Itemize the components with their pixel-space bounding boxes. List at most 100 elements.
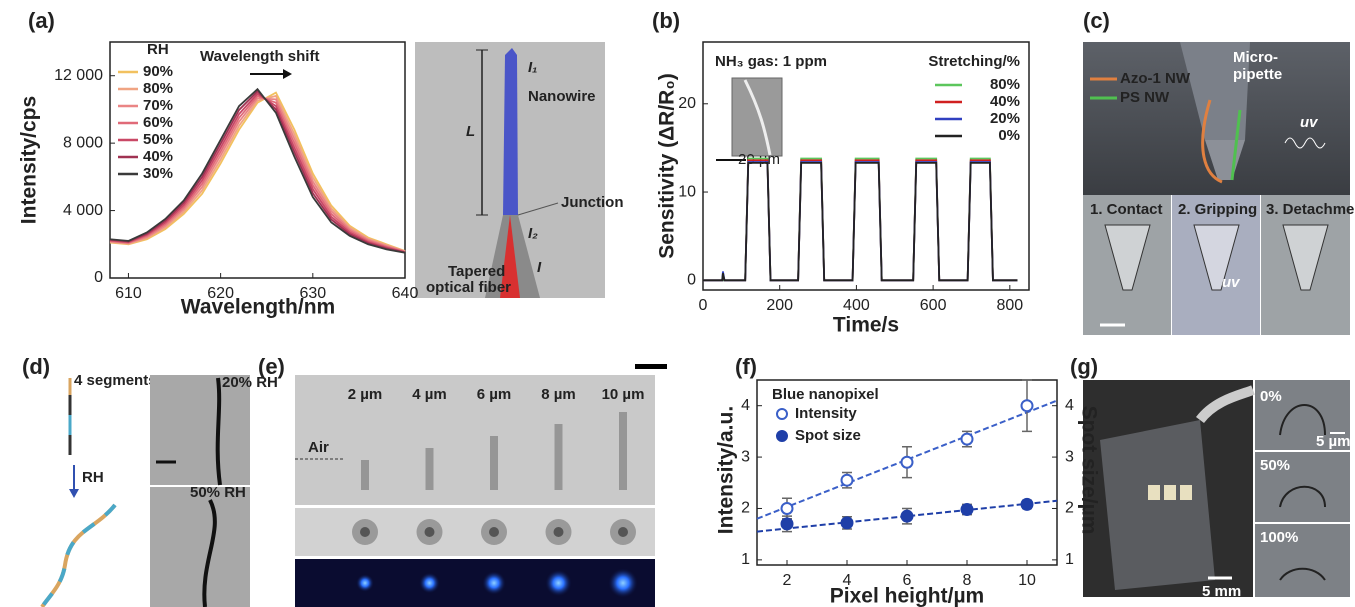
emission [356, 574, 374, 592]
bent-wire [40, 503, 117, 607]
point [780, 501, 794, 515]
legend-marker [776, 408, 788, 420]
label: I [537, 259, 542, 276]
label: RH [82, 469, 104, 486]
x-tick-label: 4 [843, 572, 852, 589]
y-tick-label: 4 [741, 397, 750, 414]
emission [545, 569, 572, 597]
x-tick-label: 620 [207, 285, 234, 302]
point [840, 473, 854, 487]
legend-label: 80% [143, 80, 173, 97]
label: 2. Gripping [1178, 201, 1257, 218]
label: pipette [1233, 66, 1282, 83]
label: 0% [1260, 388, 1282, 405]
azo-nw [1201, 99, 1223, 184]
label: Junction [561, 194, 624, 211]
label: L [466, 123, 475, 140]
legend-marker [776, 430, 788, 442]
pipette-image [1282, 224, 1329, 291]
junction-pointer [517, 202, 559, 216]
series-line [109, 94, 406, 253]
y-tick-label: 4 000 [63, 202, 103, 219]
ps-nw [1230, 109, 1242, 181]
nanowire [503, 48, 518, 215]
micrograph [295, 375, 655, 505]
pipette-image [1104, 224, 1151, 291]
fit-line [756, 499, 1058, 533]
x-tick-label: 2 [783, 572, 792, 589]
label: I₁ [528, 59, 537, 76]
legend-label: 80% [990, 76, 1020, 93]
y-tick-label: 2 [741, 500, 750, 517]
legend-label: 40% [143, 148, 173, 165]
label: PS NW [1120, 89, 1170, 106]
wire-image [202, 499, 217, 607]
label: 4 segments [74, 372, 157, 389]
legend-label: 50% [143, 131, 173, 148]
spot-core [424, 527, 435, 537]
series-line [109, 90, 406, 254]
y-tick-label: 0 [687, 272, 696, 289]
point [960, 503, 974, 516]
emission [419, 572, 440, 594]
x-tick-label: 800 [996, 297, 1023, 314]
x-tick-label: 400 [843, 297, 870, 314]
panel-label: (b) [652, 8, 680, 33]
x-axis-title: Pixel height/µm [830, 585, 984, 607]
label: Nanowire [528, 88, 596, 105]
wire-image [215, 377, 222, 486]
legend-label: 40% [990, 93, 1020, 110]
legend-label: 20% [990, 110, 1020, 127]
label: 1. Contact [1090, 201, 1163, 218]
tweezer [1196, 385, 1255, 424]
y2-tick-label: 1 [1065, 551, 1074, 568]
y-tick-label: 10 [678, 183, 696, 200]
y-axis-title: Sensitivity (ΔR/R₀) [656, 73, 679, 259]
panel-label: (a) [28, 8, 55, 33]
x-tick-label: 630 [299, 285, 326, 302]
height-label: 6 µm [477, 386, 512, 403]
y-tick-label: 12 000 [54, 67, 103, 84]
point [960, 432, 974, 446]
height-label: 2 µm [348, 386, 383, 403]
legend-title: Blue nanopixel [772, 386, 879, 403]
pixel [1180, 485, 1192, 500]
x-tick-label: 10 [1018, 572, 1036, 589]
shift-arrow-head [283, 69, 292, 79]
emission [608, 568, 638, 598]
x-axis-title: Wavelength/nm [181, 296, 335, 319]
wire-image [1279, 404, 1326, 436]
film [1100, 420, 1215, 590]
y-tick-label: 8 000 [63, 134, 103, 151]
emission [482, 571, 506, 595]
x-tick-label: 0 [699, 297, 708, 314]
uv-wave [1284, 137, 1326, 149]
pillar [619, 412, 627, 490]
label: Micro- [1233, 49, 1278, 66]
label: Azo-1 NW [1120, 70, 1191, 87]
wire-image [1279, 485, 1326, 508]
y-tick-label: 0 [94, 269, 103, 286]
panel-label: (f) [735, 354, 757, 379]
x-tick-label: 8 [963, 572, 972, 589]
plot-frame [109, 41, 406, 279]
label: 50% [1260, 457, 1290, 474]
scale-bar [635, 364, 667, 369]
pipette [1180, 42, 1250, 140]
y2-axis-title: Spot size/µm [1077, 406, 1100, 535]
pillars: 2 µm 4 µm 6 µm 8 µm 10 µm [348, 386, 644, 598]
pillar [361, 460, 369, 490]
label: 5 mm [1202, 583, 1241, 600]
legend-label: 30% [143, 165, 173, 182]
y-tick-label: 20 [678, 95, 696, 112]
pipette-image [1193, 224, 1240, 291]
panel-label: (d) [22, 354, 50, 379]
plot-frame [702, 41, 1030, 291]
panel-label: (g) [1070, 354, 1098, 379]
height-label: 4 µm [412, 386, 447, 403]
point [1020, 399, 1034, 413]
micrograph [150, 487, 250, 607]
fiber-core [500, 215, 520, 298]
label: Tapered [448, 263, 505, 280]
legend-label: 0% [998, 127, 1020, 144]
